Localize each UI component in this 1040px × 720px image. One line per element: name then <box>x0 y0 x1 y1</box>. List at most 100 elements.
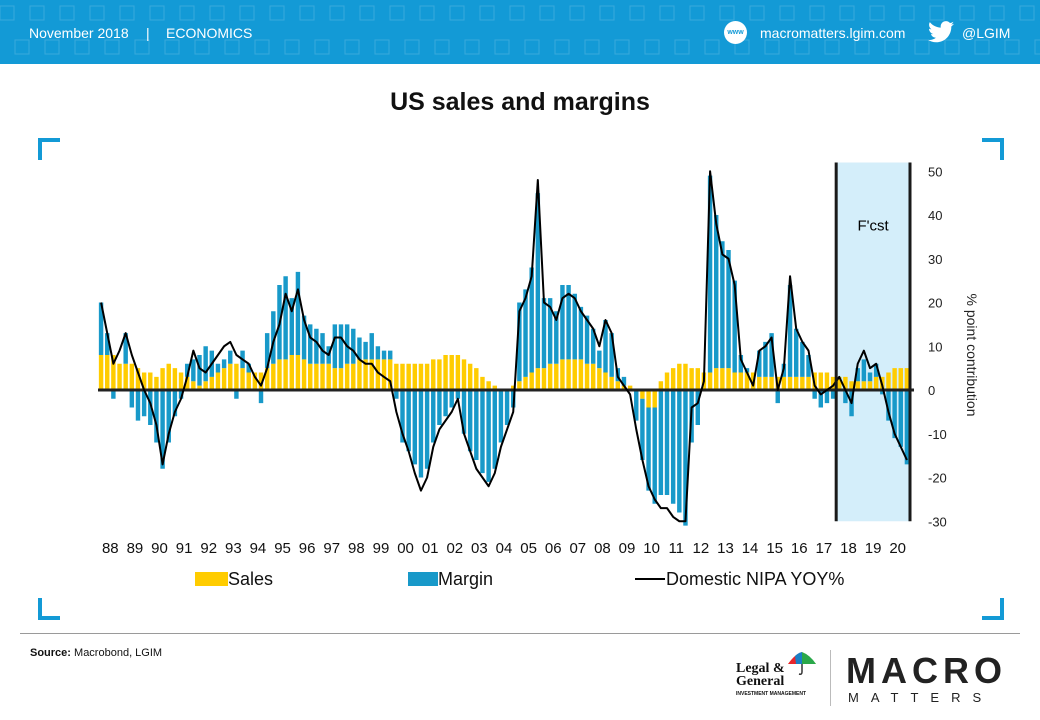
sales-bar <box>141 372 147 390</box>
sales-bar <box>787 376 793 390</box>
sales-bar <box>301 359 307 390</box>
sales-bar <box>191 381 196 390</box>
sales-bar <box>621 385 627 390</box>
header-pattern-square <box>74 39 90 55</box>
mm-wordmark: MACRO <box>846 650 1007 691</box>
sales-bar <box>695 368 700 390</box>
header-pattern-square <box>539 5 555 21</box>
margin-bar <box>412 390 418 465</box>
margin-bar <box>338 324 344 369</box>
twitter-icon[interactable] <box>928 20 954 44</box>
sales-bar <box>289 355 294 390</box>
sales-bar <box>387 359 393 390</box>
margin-bar <box>855 368 860 382</box>
sales-bar <box>246 372 251 390</box>
sales-bar <box>394 363 399 390</box>
header-pattern-square <box>104 39 120 55</box>
margin-bar <box>443 390 448 417</box>
margin-bar <box>363 341 368 360</box>
corner-bracket-bottom-left <box>38 598 60 620</box>
twitter-handle[interactable]: @LGIM <box>962 25 1011 41</box>
margin-bar <box>486 390 491 482</box>
source-label: Source: <box>30 647 71 659</box>
macro-matters-logo: MACRO MATTERS <box>846 650 1006 710</box>
header-pattern-square <box>254 39 270 55</box>
x-tick-label: 13 <box>717 540 734 557</box>
x-tick-label: 06 <box>545 540 562 557</box>
margin-bar <box>873 363 879 377</box>
header-pattern-square <box>359 5 375 21</box>
margin-bar <box>320 333 325 364</box>
sales-bar <box>178 372 184 390</box>
y-tick-label: 0 <box>928 383 935 398</box>
sales-bar <box>197 385 202 390</box>
margin-bar <box>203 346 208 382</box>
lg-line2: General <box>736 674 785 689</box>
legend-swatch-margin <box>408 572 438 586</box>
forecast-label: F'cst <box>857 217 889 234</box>
sales-bar <box>806 376 811 390</box>
x-tick-label: 19 <box>865 540 882 557</box>
sales-bar <box>338 368 344 390</box>
x-tick-label: 09 <box>619 540 636 557</box>
x-tick-label: 00 <box>397 540 414 557</box>
margin-bar <box>566 285 571 360</box>
forecast-shade <box>836 162 910 522</box>
margin-bar <box>720 241 725 369</box>
header-date: November 2018 <box>29 25 129 41</box>
lg-subtitle: INVESTMENT MANAGEMENT <box>736 691 806 697</box>
sales-bar <box>898 368 903 390</box>
x-tick-label: 03 <box>471 540 488 557</box>
header-pattern-square <box>119 5 135 21</box>
margin-bar <box>787 285 793 377</box>
header-pattern-square <box>914 39 930 55</box>
sales-margins-chart: F'cst 50 40 30 20 10 0 -10 -20 -30 88 89 90 91 92 93 9… <box>98 162 980 557</box>
corner-bracket-bottom-right <box>982 598 1004 620</box>
website-link[interactable]: macromatters.lgim.com <box>760 25 906 41</box>
sales-bar <box>412 363 418 390</box>
margin-bar <box>793 328 799 377</box>
margin-bar <box>215 363 221 373</box>
margin-bar <box>394 390 399 399</box>
x-tick-label: 01 <box>422 540 439 557</box>
margin-bar <box>541 298 547 369</box>
margin-bar <box>141 390 147 417</box>
sales-bar <box>105 355 110 390</box>
footer-divider <box>20 633 1020 634</box>
header-section[interactable]: ECONOMICS <box>166 25 253 41</box>
sales-bar <box>129 363 135 390</box>
margin-bar <box>677 390 682 513</box>
sales-bar <box>326 363 331 390</box>
header-pattern-square <box>554 39 570 55</box>
margin-bar <box>314 328 319 364</box>
margin-bar <box>658 390 664 495</box>
margin-bar <box>830 390 836 399</box>
y-tick-label: -20 <box>928 471 947 486</box>
header-pattern-square <box>959 5 975 21</box>
sales-bar <box>554 363 559 390</box>
header-pattern-square <box>1004 39 1020 55</box>
sales-bar <box>904 368 910 390</box>
header-pattern-square <box>629 5 645 21</box>
header-pattern-square <box>299 5 315 21</box>
header-pattern-square <box>749 5 765 21</box>
y-tick-label: 30 <box>928 252 942 267</box>
lg-line1: Legal & <box>736 661 785 676</box>
sales-bar <box>166 363 171 390</box>
sales-bar <box>234 363 239 390</box>
margin-bar <box>480 390 485 474</box>
header-pattern-square <box>704 39 720 55</box>
sales-bar <box>437 359 442 390</box>
sales-bar <box>357 359 362 390</box>
sales-bar <box>344 363 350 390</box>
umbrella-icon <box>788 652 816 675</box>
header-pattern <box>0 5 1040 55</box>
x-tick-label: 93 <box>225 540 242 557</box>
sales-bar <box>332 368 338 390</box>
sales-bar <box>117 363 122 390</box>
header-pattern-square <box>59 5 75 21</box>
margin-bar <box>467 390 473 452</box>
sales-bar <box>615 381 621 390</box>
margin-bar <box>264 333 270 369</box>
header-pattern-square <box>869 5 885 21</box>
